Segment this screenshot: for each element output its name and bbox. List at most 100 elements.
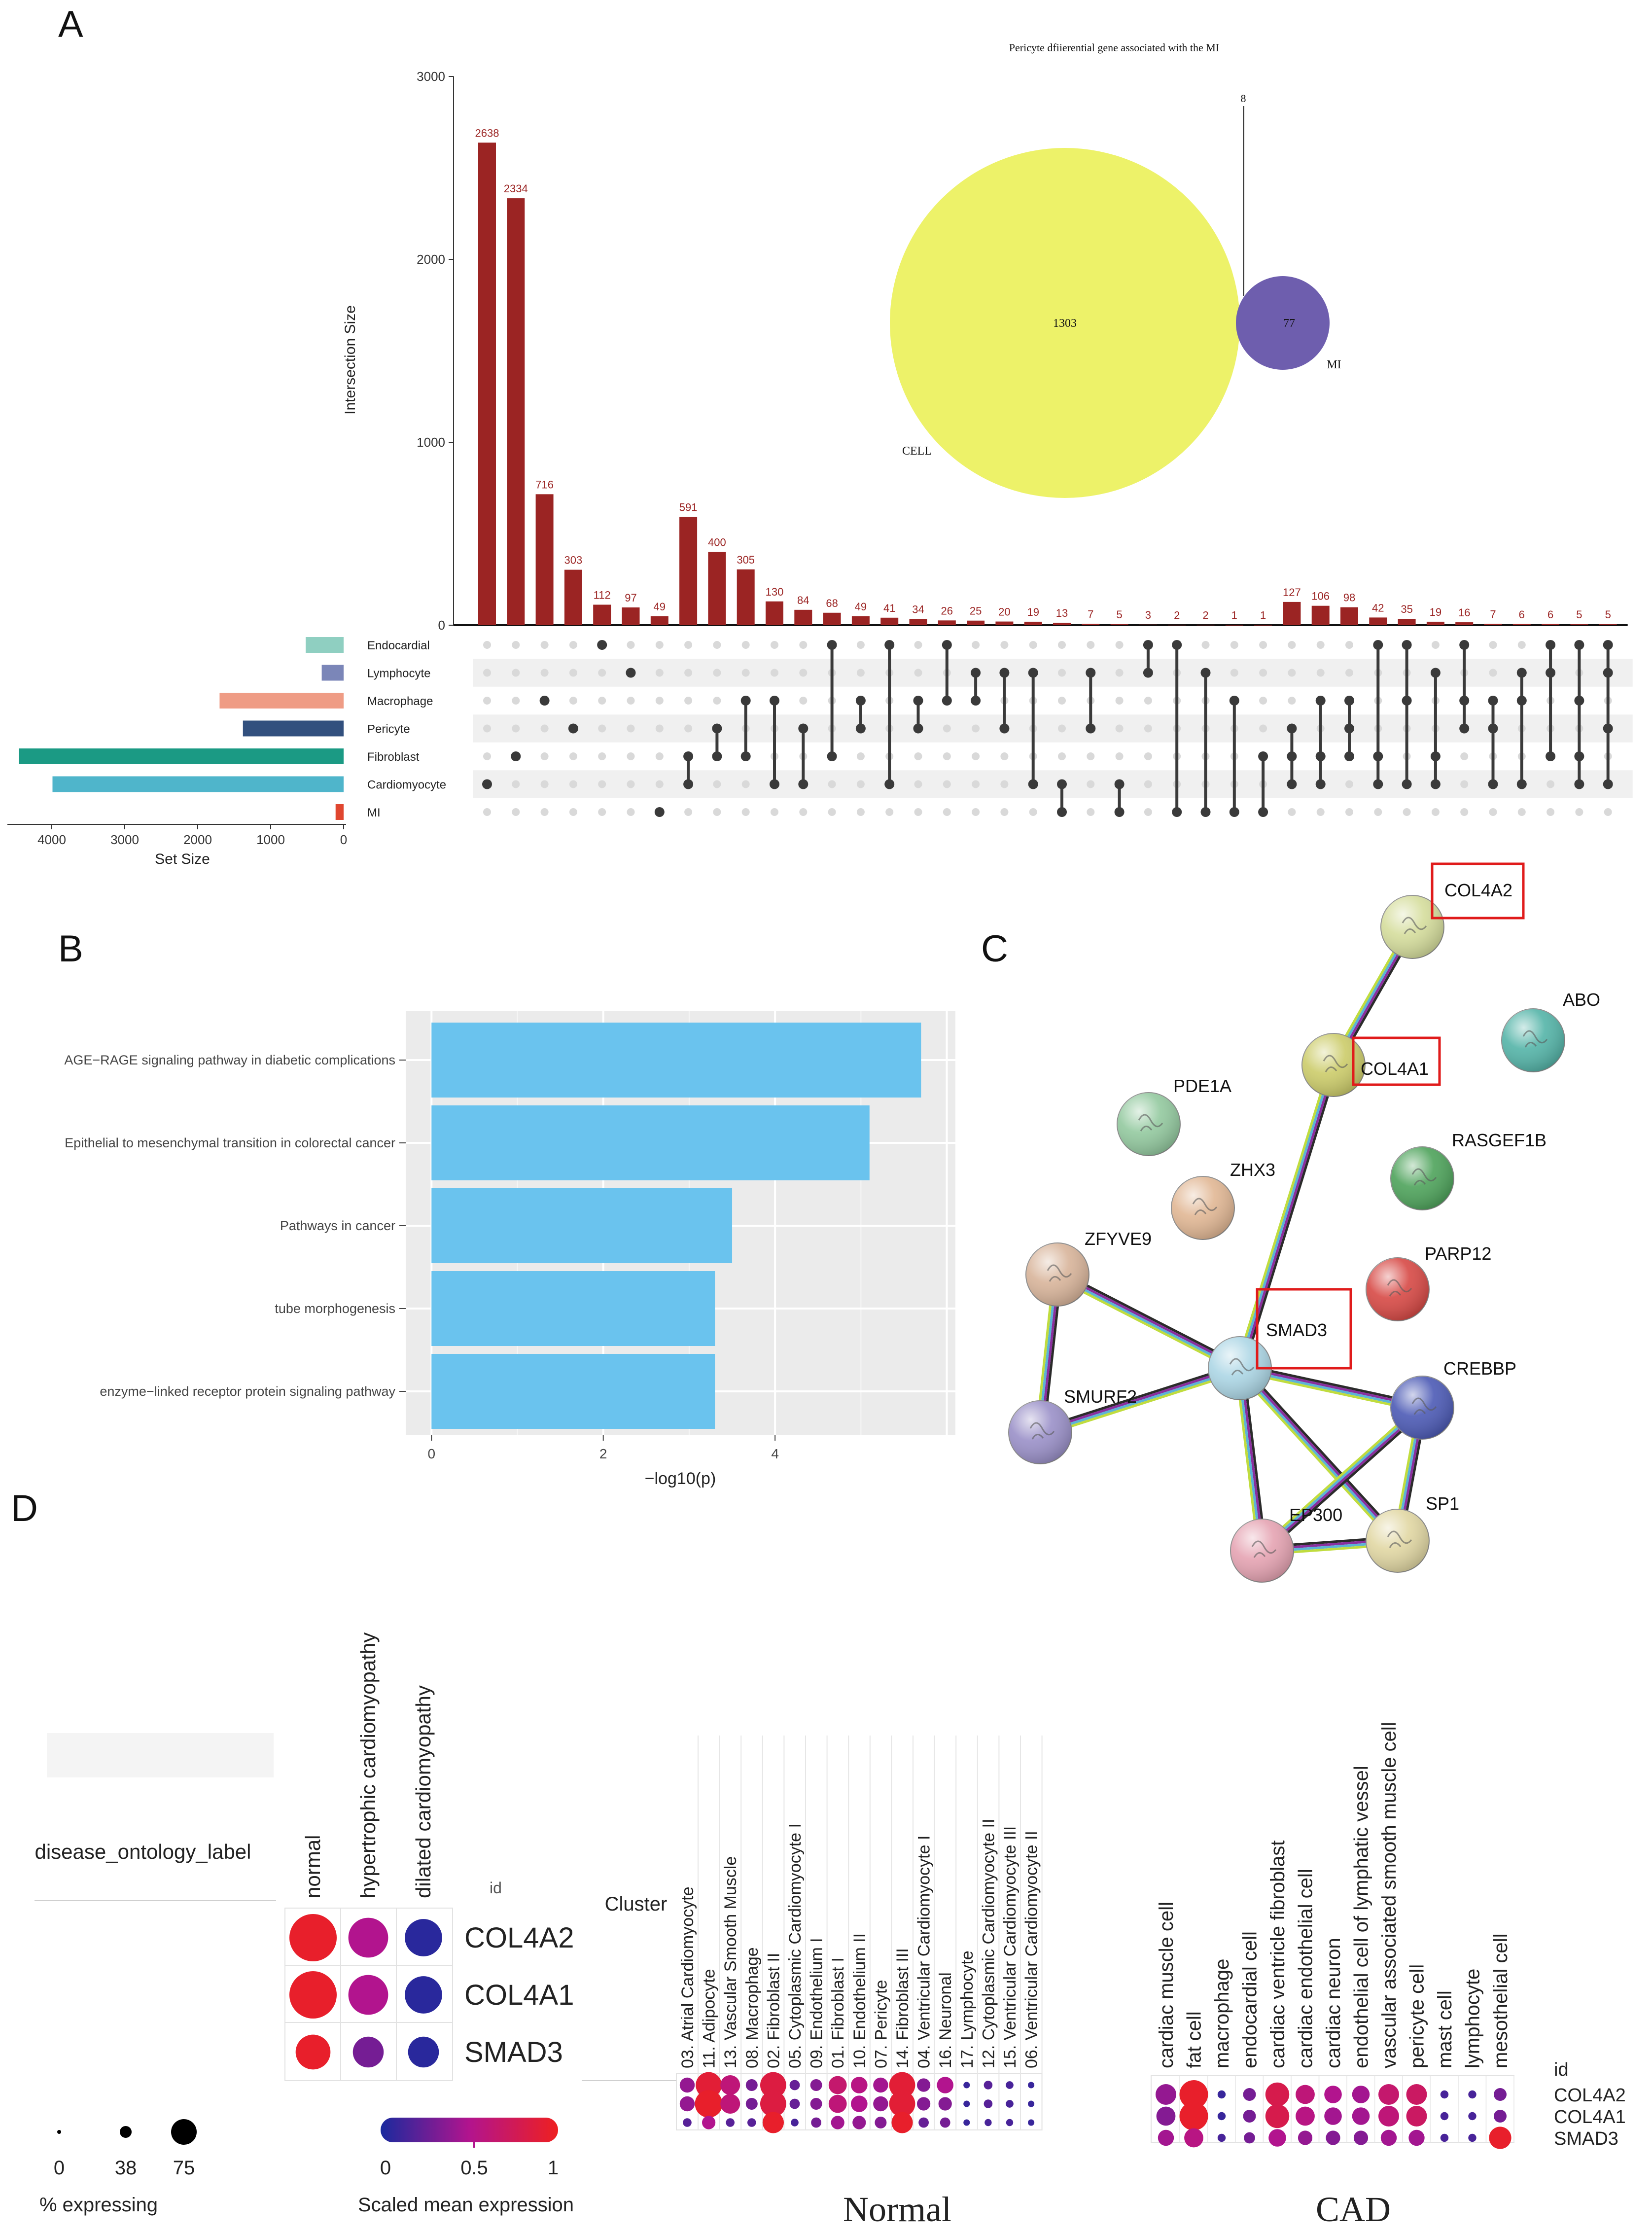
intersection-value-label: 400 — [708, 536, 726, 549]
matrix-dot — [943, 752, 951, 760]
matrix-dot — [569, 641, 577, 649]
normal-column-label: 03. Atrial Cardiomyocyte — [678, 1887, 697, 2069]
intersection-value-label: 127 — [1283, 586, 1301, 599]
expression-dot — [760, 2091, 786, 2117]
node-label: COL4A1 — [1361, 1059, 1429, 1079]
matrix-dot — [684, 669, 693, 677]
expression-dot — [679, 2077, 695, 2093]
expression-dot — [1184, 2128, 1203, 2148]
expression-dot — [1440, 2090, 1449, 2099]
expression-dot — [1006, 2119, 1014, 2127]
network-node-shine — [1117, 1093, 1180, 1156]
disease-column-label: normal — [301, 1835, 324, 1898]
matrix-dot — [627, 641, 635, 649]
intersection-bar — [650, 616, 668, 625]
matrix-dot — [1345, 641, 1353, 649]
x-tick-label: 0 — [427, 1446, 435, 1461]
expression-dot — [1408, 2129, 1425, 2146]
normal-column-label: 11. Adipocyte — [700, 1969, 719, 2068]
panel-letter-a: A — [58, 3, 83, 45]
cad-column-label: endocardial cell — [1239, 1931, 1261, 2068]
intersection-bar — [1082, 624, 1100, 625]
matrix-dot — [598, 808, 606, 816]
matrix-dot — [1000, 808, 1009, 816]
expression-dot — [1217, 2133, 1226, 2142]
set-size-bars: 4000 3000 2000 1000 0 — [7, 637, 347, 847]
node-structure-glyph — [1402, 917, 1427, 934]
network-node-shine — [1026, 1243, 1089, 1306]
set-size-label: Set Size — [155, 851, 210, 867]
enrichment-bar — [431, 1023, 921, 1098]
expression-dot — [918, 2117, 929, 2128]
x-tick-label: 4 — [771, 1446, 779, 1461]
enrichment-bars — [431, 1023, 921, 1429]
intersection-bar — [823, 612, 841, 625]
expression-dot — [702, 2116, 716, 2129]
expression-dot — [1217, 2112, 1226, 2121]
normal-column-label: 06. Ventricular Cardiomyocyte II — [1022, 1831, 1041, 2068]
normal-column-label: 16. Neuronal — [936, 1972, 955, 2068]
intersection-bar — [995, 621, 1014, 625]
category-label: AGE−RAGE signaling pathway in diabetic c… — [64, 1053, 395, 1067]
set-labels: Endocardial Lymphocyte Macrophage Pericyte F… — [367, 639, 446, 819]
network-edge — [1058, 1270, 1242, 1366]
node-label: PARP12 — [1425, 1243, 1491, 1264]
expression-dot — [851, 2077, 868, 2093]
intersection-value-label: 19 — [1430, 606, 1441, 618]
matrix-dot — [655, 669, 664, 677]
expression-dot — [1006, 2081, 1014, 2089]
expression-dot — [1352, 2107, 1370, 2125]
disease-header-box — [47, 1733, 274, 1777]
matrix-dot — [1115, 697, 1124, 705]
y-tick-label: 1000 — [417, 435, 445, 450]
color-legend-value: 0 — [380, 2157, 391, 2179]
venn-circle-cell — [890, 148, 1240, 498]
size-legend-dot — [171, 2119, 197, 2145]
matrix-dot — [1316, 808, 1325, 816]
expression-dot — [1156, 2106, 1176, 2126]
network-edge — [1259, 1404, 1421, 1549]
expression-dot — [1243, 2088, 1256, 2101]
matrix-dot — [1316, 669, 1325, 677]
matrix-dot — [512, 808, 520, 816]
network-edge — [1038, 1363, 1239, 1430]
intersection-bar — [1053, 623, 1071, 625]
intersection-bar — [1024, 621, 1042, 625]
intersection-value-label: 1 — [1260, 609, 1266, 622]
expression-dot — [810, 2098, 822, 2110]
matrix-dot — [1489, 808, 1497, 816]
network-edge — [1241, 1365, 1402, 1539]
matrix-dot — [655, 724, 664, 733]
set-size-tick-label: 2000 — [183, 832, 212, 847]
node-structure-glyph — [1411, 1168, 1437, 1186]
matrix-dot — [655, 752, 664, 760]
intersection-value-label: 2638 — [475, 127, 499, 139]
matrix-dot — [741, 808, 750, 816]
disease-id-label: id — [490, 1879, 502, 1897]
matrix-dot — [1029, 808, 1037, 816]
matrix-dot — [483, 697, 491, 705]
matrix-dot — [598, 669, 606, 677]
disease-column-label: dilated cardiomyopathy — [412, 1685, 435, 1898]
intersection-value-label: 130 — [766, 586, 784, 598]
expression-dot — [791, 2119, 799, 2127]
expression-dot — [937, 2077, 953, 2093]
size-legend-value: 38 — [115, 2157, 137, 2179]
set-size-bar — [243, 720, 344, 737]
network-edge — [1055, 1276, 1239, 1373]
matrix-dot — [1575, 808, 1583, 816]
matrix-dot — [1316, 641, 1325, 649]
set-size-bar — [52, 776, 344, 792]
normal-column-label: 04. Ventricular Cardiomyocyte I — [915, 1836, 934, 2068]
expression-dot — [1406, 2106, 1427, 2127]
matrix-dot — [828, 808, 836, 816]
expression-dot — [1028, 2082, 1035, 2089]
highlight-box — [1352, 1036, 1441, 1086]
venn-diagram: Pericyte dfiierential gene associated wi… — [890, 41, 1341, 498]
cad-column-label: cardiac endothelial cell — [1295, 1869, 1317, 2068]
expression-dot — [1158, 2129, 1174, 2146]
color-legend-ticks: 0 0.5 1 — [380, 2140, 559, 2179]
intersection-value-label: 2 — [1174, 609, 1180, 621]
matrix-dot — [972, 641, 980, 649]
